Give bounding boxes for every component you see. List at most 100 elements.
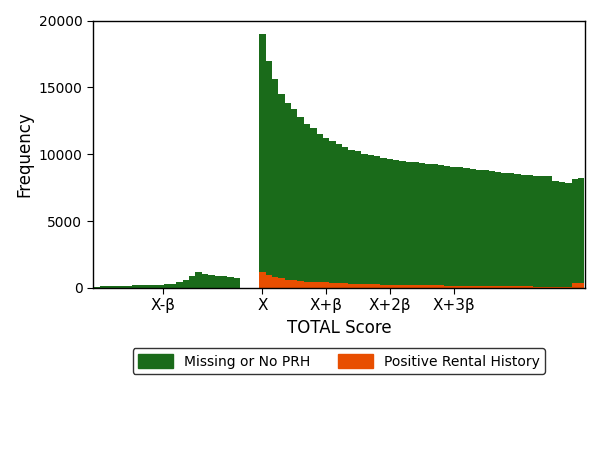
Bar — [170, 284, 176, 288]
Bar — [508, 173, 514, 286]
Bar — [100, 286, 106, 288]
Bar — [482, 171, 489, 286]
Bar — [304, 124, 310, 282]
Bar — [495, 286, 502, 288]
Bar — [221, 276, 227, 288]
Bar — [425, 164, 431, 285]
Bar — [349, 284, 355, 288]
Bar — [476, 286, 482, 288]
Bar — [521, 286, 527, 288]
Bar — [215, 276, 221, 288]
Bar — [514, 174, 521, 286]
Bar — [310, 282, 317, 288]
Bar — [285, 104, 291, 280]
Bar — [559, 287, 565, 288]
Bar — [202, 274, 208, 288]
Bar — [259, 272, 266, 288]
Bar — [463, 168, 470, 286]
Bar — [470, 169, 476, 286]
Bar — [94, 287, 100, 288]
Bar — [349, 150, 355, 284]
Bar — [342, 147, 349, 284]
Bar — [176, 283, 183, 288]
Bar — [406, 285, 412, 288]
Bar — [361, 154, 368, 284]
Bar — [380, 285, 387, 288]
Bar — [553, 181, 559, 287]
Bar — [317, 282, 323, 288]
Bar — [119, 286, 125, 288]
Bar — [451, 286, 457, 288]
Bar — [431, 164, 438, 285]
Bar — [291, 280, 298, 288]
Bar — [431, 285, 438, 288]
Bar — [310, 128, 317, 282]
Bar — [380, 158, 387, 285]
Bar — [482, 286, 489, 288]
Bar — [495, 172, 502, 286]
Bar — [412, 162, 419, 285]
Bar — [323, 138, 329, 283]
Legend: Missing or No PRH, Positive Rental History: Missing or No PRH, Positive Rental Histo… — [133, 348, 545, 374]
Bar — [285, 280, 291, 288]
Bar — [113, 286, 119, 288]
Bar — [336, 144, 342, 283]
Bar — [323, 283, 329, 288]
Bar — [317, 134, 323, 282]
Bar — [227, 277, 234, 288]
Bar — [272, 79, 278, 277]
Bar — [533, 176, 540, 287]
Bar — [272, 277, 278, 288]
Bar — [546, 176, 553, 287]
Bar — [553, 287, 559, 288]
Bar — [419, 285, 425, 288]
Bar — [132, 285, 138, 288]
Bar — [374, 284, 380, 288]
Bar — [546, 287, 553, 288]
Bar — [489, 286, 495, 288]
Bar — [572, 179, 578, 283]
Bar — [336, 283, 342, 288]
Bar — [361, 284, 368, 288]
Bar — [355, 152, 361, 284]
Y-axis label: Frequency: Frequency — [15, 111, 33, 197]
Bar — [259, 34, 266, 272]
Bar — [527, 287, 533, 288]
Bar — [438, 165, 444, 285]
Bar — [514, 286, 521, 288]
Bar — [521, 175, 527, 286]
Bar — [419, 163, 425, 285]
Bar — [476, 170, 482, 286]
Bar — [425, 285, 431, 288]
Bar — [508, 286, 514, 288]
Bar — [368, 284, 374, 288]
Bar — [393, 160, 400, 285]
Bar — [457, 286, 463, 288]
Bar — [533, 287, 540, 288]
Bar — [559, 182, 565, 287]
Bar — [138, 285, 145, 288]
Bar — [196, 272, 202, 288]
Bar — [387, 159, 393, 285]
Bar — [489, 171, 495, 286]
Bar — [298, 117, 304, 281]
Bar — [234, 278, 240, 288]
Bar — [400, 161, 406, 285]
Bar — [291, 109, 298, 280]
Bar — [304, 282, 310, 288]
Bar — [266, 275, 272, 288]
Bar — [527, 176, 533, 287]
Bar — [125, 286, 132, 288]
Bar — [368, 155, 374, 284]
Bar — [145, 285, 151, 288]
Bar — [565, 183, 572, 287]
Bar — [355, 284, 361, 288]
Bar — [502, 286, 508, 288]
Bar — [502, 172, 508, 286]
Bar — [438, 285, 444, 288]
Bar — [578, 178, 584, 283]
Bar — [400, 285, 406, 288]
Bar — [189, 276, 196, 288]
Bar — [266, 61, 272, 275]
Bar — [470, 286, 476, 288]
